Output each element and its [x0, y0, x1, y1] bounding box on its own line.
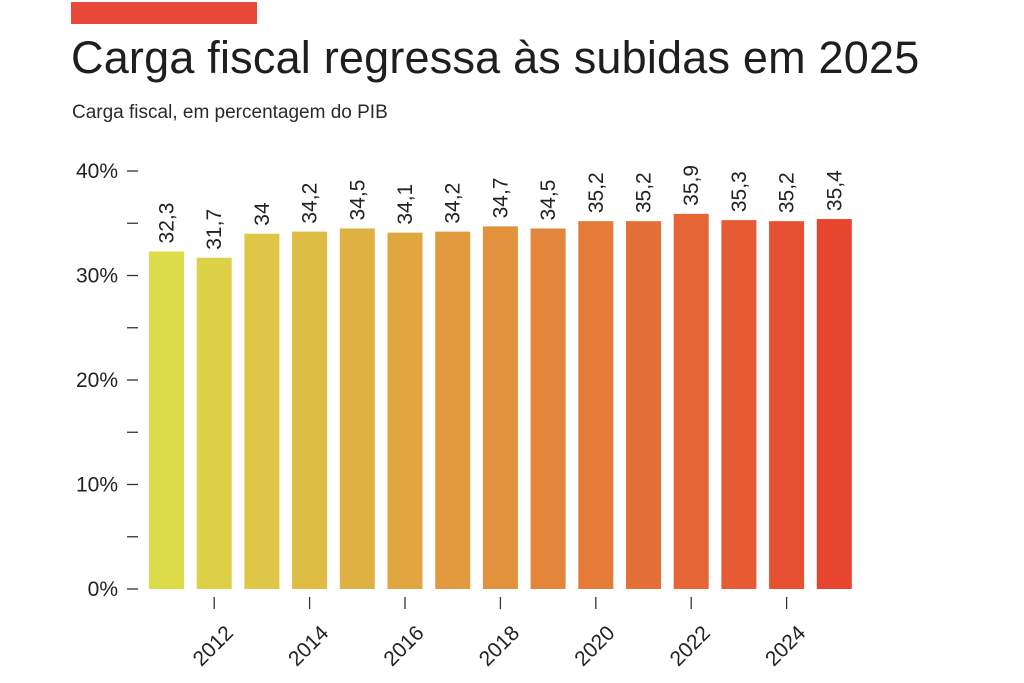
value-label: 34,2	[442, 183, 465, 224]
chart-subtitle: Carga fiscal, em percentagem do PIB	[72, 102, 388, 123]
y-tick-label: 30%	[76, 265, 118, 288]
bar-2019	[530, 228, 566, 589]
value-label: 34,2	[299, 183, 322, 224]
x-tick-label: 2020	[570, 621, 619, 670]
value-label: 35,9	[680, 165, 703, 206]
bar-2021	[626, 221, 661, 589]
y-tick-label: 10%	[76, 474, 118, 497]
bar-2022	[673, 213, 709, 589]
bar-2025	[816, 219, 852, 589]
value-label: 35,4	[823, 170, 846, 211]
accent-bar	[71, 2, 257, 24]
x-tick-label: 2022	[666, 621, 715, 670]
bar-2016	[387, 232, 423, 589]
y-tick-label: 20%	[76, 369, 118, 392]
value-label: 34,5	[346, 180, 369, 221]
bar-2012	[196, 257, 232, 589]
value-label: 32,3	[156, 203, 179, 244]
value-label: 35,2	[585, 172, 608, 213]
value-label: 34,1	[394, 184, 417, 225]
x-tick-label: 2016	[379, 621, 428, 670]
value-label: 35,2	[776, 172, 799, 213]
value-label: 34,5	[537, 180, 560, 221]
x-tick-label: 2012	[189, 621, 238, 670]
bar-2015	[339, 228, 375, 589]
bar-2023	[721, 220, 757, 590]
bar-2020	[578, 221, 614, 589]
y-tick-label: 40%	[76, 160, 118, 183]
value-label: 34	[251, 202, 274, 226]
bar-2013	[244, 233, 280, 589]
x-tick-label: 2018	[475, 621, 524, 670]
bar-2014	[292, 231, 328, 590]
bar-2024	[769, 221, 805, 589]
bar-2017	[435, 231, 471, 590]
bar-2011	[149, 251, 184, 589]
chart-title: Carga fiscal regressa às subidas em 2025	[71, 32, 920, 83]
value-label: 35,3	[728, 171, 751, 212]
y-tick-label: 0%	[88, 578, 118, 601]
x-tick-label: 2014	[284, 621, 334, 671]
x-tick-label: 2024	[761, 621, 811, 671]
value-label: 34,7	[489, 178, 512, 219]
bar-2018	[482, 226, 518, 589]
value-label: 31,7	[203, 209, 226, 250]
value-label: 35,2	[633, 172, 656, 213]
